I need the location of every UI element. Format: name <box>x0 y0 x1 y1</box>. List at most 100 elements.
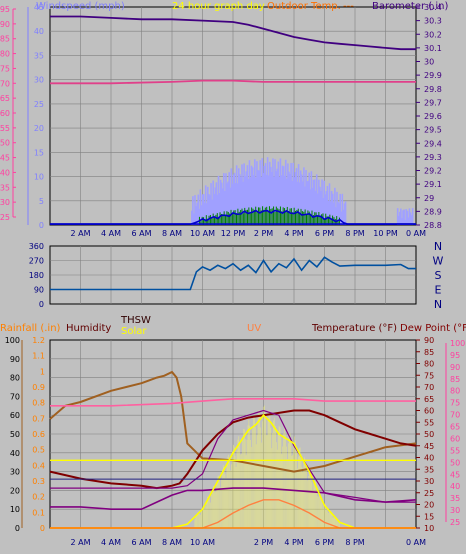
series-temperature <box>49 409 417 490</box>
left-tick-label: 40 <box>0 168 10 177</box>
direction-tick-label: 180 <box>29 271 44 280</box>
left-tick-label: 80 <box>0 50 10 59</box>
outdoor-temp-label: Outdoor Temp. <box>267 1 341 12</box>
barometer-tick-label: 29.8 <box>424 85 442 94</box>
dash-label: --- <box>343 1 354 12</box>
humidity-label: Humidity <box>66 323 111 334</box>
x-tick-label: 10 AM <box>190 538 215 547</box>
series-solar <box>50 414 416 529</box>
rainfall-tick-label: 1.2 <box>32 336 45 345</box>
top-windspeed-axis: 45 40 35 30 25 20 15 10 5 0 <box>27 3 44 230</box>
x-tick-label: 10 AM <box>190 229 215 238</box>
top-series <box>50 15 416 225</box>
barometer-tick-label: 29.7 <box>424 98 442 107</box>
left-tick-label: 90 <box>0 20 10 29</box>
windspeed-tick-label: 10 <box>34 173 44 182</box>
x-tick-label: 8 AM <box>162 229 182 238</box>
barometer-tick-label: 29.1 <box>424 180 442 189</box>
barometer-tick-label: 30.2 <box>424 30 442 39</box>
temperature-tick-label: 20 <box>424 501 434 510</box>
dew-point-tick-label: 70 <box>450 411 460 420</box>
bottom-x-axis: 2 AM 4 AM 6 AM 8 AM 10 AM 2 PM 4 PM 6 PM 8 PM 0 A… <box>70 538 426 547</box>
x-tick-label: 2 PM <box>254 229 273 238</box>
chart-title: 24 hour graph day <box>172 1 265 12</box>
dew-point-tick-label: 80 <box>450 387 460 396</box>
rainfall-tick-label: 0.7 <box>32 414 45 423</box>
series-outdoor-temp- <box>50 79 416 85</box>
temperature-tick-label: 55 <box>424 418 434 427</box>
bottom-panel: Rainfall (.in) Humidity THSW Solar UV Te… <box>0 315 466 547</box>
barometer-tick-label: 29 <box>424 194 434 203</box>
windspeed-tick-label: 40 <box>34 27 44 36</box>
solar-label: Solar <box>121 326 147 337</box>
barometer-tick-label: 30 <box>424 58 434 67</box>
direction-tick-label: 360 <box>29 242 44 251</box>
humidity-tick-label: 90 <box>10 355 20 364</box>
rainfall-tick-label: 0.2 <box>32 493 45 502</box>
temperature-tick-label: 75 <box>424 371 434 380</box>
humidity-tick-label: 10 <box>10 505 20 514</box>
x-tick-label: 8 PM <box>345 538 364 547</box>
top-grid <box>50 7 416 225</box>
barometer-tick-label: 28.9 <box>424 207 442 216</box>
temperature-tick-label: 85 <box>424 348 434 357</box>
x-tick-label: 6 AM <box>131 229 151 238</box>
x-tick-label: 10 PM <box>373 229 398 238</box>
windspeed-tick-label: 25 <box>34 100 44 109</box>
compass-label: W <box>433 255 444 268</box>
rainfall-axis: 1.2 1.1 1 0.9 0.8 0.7 0.6 0.5 0.4 0.3 0.2 0.1 0 <box>32 336 45 533</box>
left-tick-label: 65 <box>0 94 10 103</box>
barometer-tick-label: 29.2 <box>424 167 442 176</box>
series-uv <box>50 499 416 529</box>
dew-point-tick-label: 90 <box>450 363 460 372</box>
x-tick-label: 4 PM <box>284 538 303 547</box>
x-tick-label: 6 PM <box>315 229 334 238</box>
compass-label: S <box>435 269 442 282</box>
temperature-tick-label: 70 <box>424 383 434 392</box>
direction-tick-label: 270 <box>29 257 44 266</box>
dew-point-tick-label: 65 <box>450 423 460 432</box>
compass-label: E <box>435 284 442 297</box>
barometer-tick-label: 29.3 <box>424 153 442 162</box>
rainfall-tick-label: 1 <box>40 367 45 376</box>
barometer-tick-label: 28.8 <box>424 221 442 230</box>
rainfall-label: Rainfall (.in) <box>0 323 61 334</box>
dew-point-axis: 100 95 90 85 80 75 70 65 60 55 50 45 40 35 30 25 <box>445 339 465 527</box>
direction-tick-label: 0 <box>39 300 44 309</box>
x-tick-label: 8 AM <box>162 538 182 547</box>
dew-point-tick-label: 95 <box>450 351 460 360</box>
direction-series <box>50 256 416 291</box>
direction-tick-label: 90 <box>34 286 44 295</box>
barometer-label: Barometer (.in) <box>372 1 448 12</box>
dew-point-tick-label: 85 <box>450 375 460 384</box>
temperature-tick-label: 30 <box>424 477 434 486</box>
left-tick-label: 70 <box>0 79 10 88</box>
wind-direction-line <box>50 256 416 291</box>
temperature-tick-label: 60 <box>424 407 434 416</box>
dew-point-tick-label: 35 <box>450 494 460 503</box>
windspeed-tick-label: 30 <box>34 76 44 85</box>
windspeed-tick-label: 0 <box>39 221 44 230</box>
rainfall-tick-label: 0.4 <box>32 461 45 470</box>
x-tick-label: 6 PM <box>315 538 334 547</box>
barometer-tick-label: 29.5 <box>424 126 442 135</box>
barometer-tick-label: 30.1 <box>424 44 442 53</box>
rainfall-tick-label: 0.9 <box>32 383 45 392</box>
temperature-tick-label: 25 <box>424 489 434 498</box>
barometer-tick-label: 30.3 <box>424 17 442 26</box>
dew-point-tick-label: 100 <box>450 339 465 348</box>
humidity-tick-label: 40 <box>10 449 20 458</box>
dew-point-tick-label: 30 <box>450 506 460 515</box>
bottom-series <box>49 370 417 529</box>
dew-point-label: Dew Point (°F) <box>400 323 466 334</box>
x-tick-label: 4 AM <box>101 229 121 238</box>
humidity-tick-label: 0 <box>15 524 20 533</box>
humidity-tick-label: 80 <box>10 374 20 383</box>
temperature-tick-label: 15 <box>424 512 434 521</box>
windspeed-tick-label: 5 <box>39 197 44 206</box>
rainfall-tick-label: 0.1 <box>32 508 45 517</box>
left-tick-label: 60 <box>0 109 10 118</box>
dew-point-tick-label: 55 <box>450 446 460 455</box>
